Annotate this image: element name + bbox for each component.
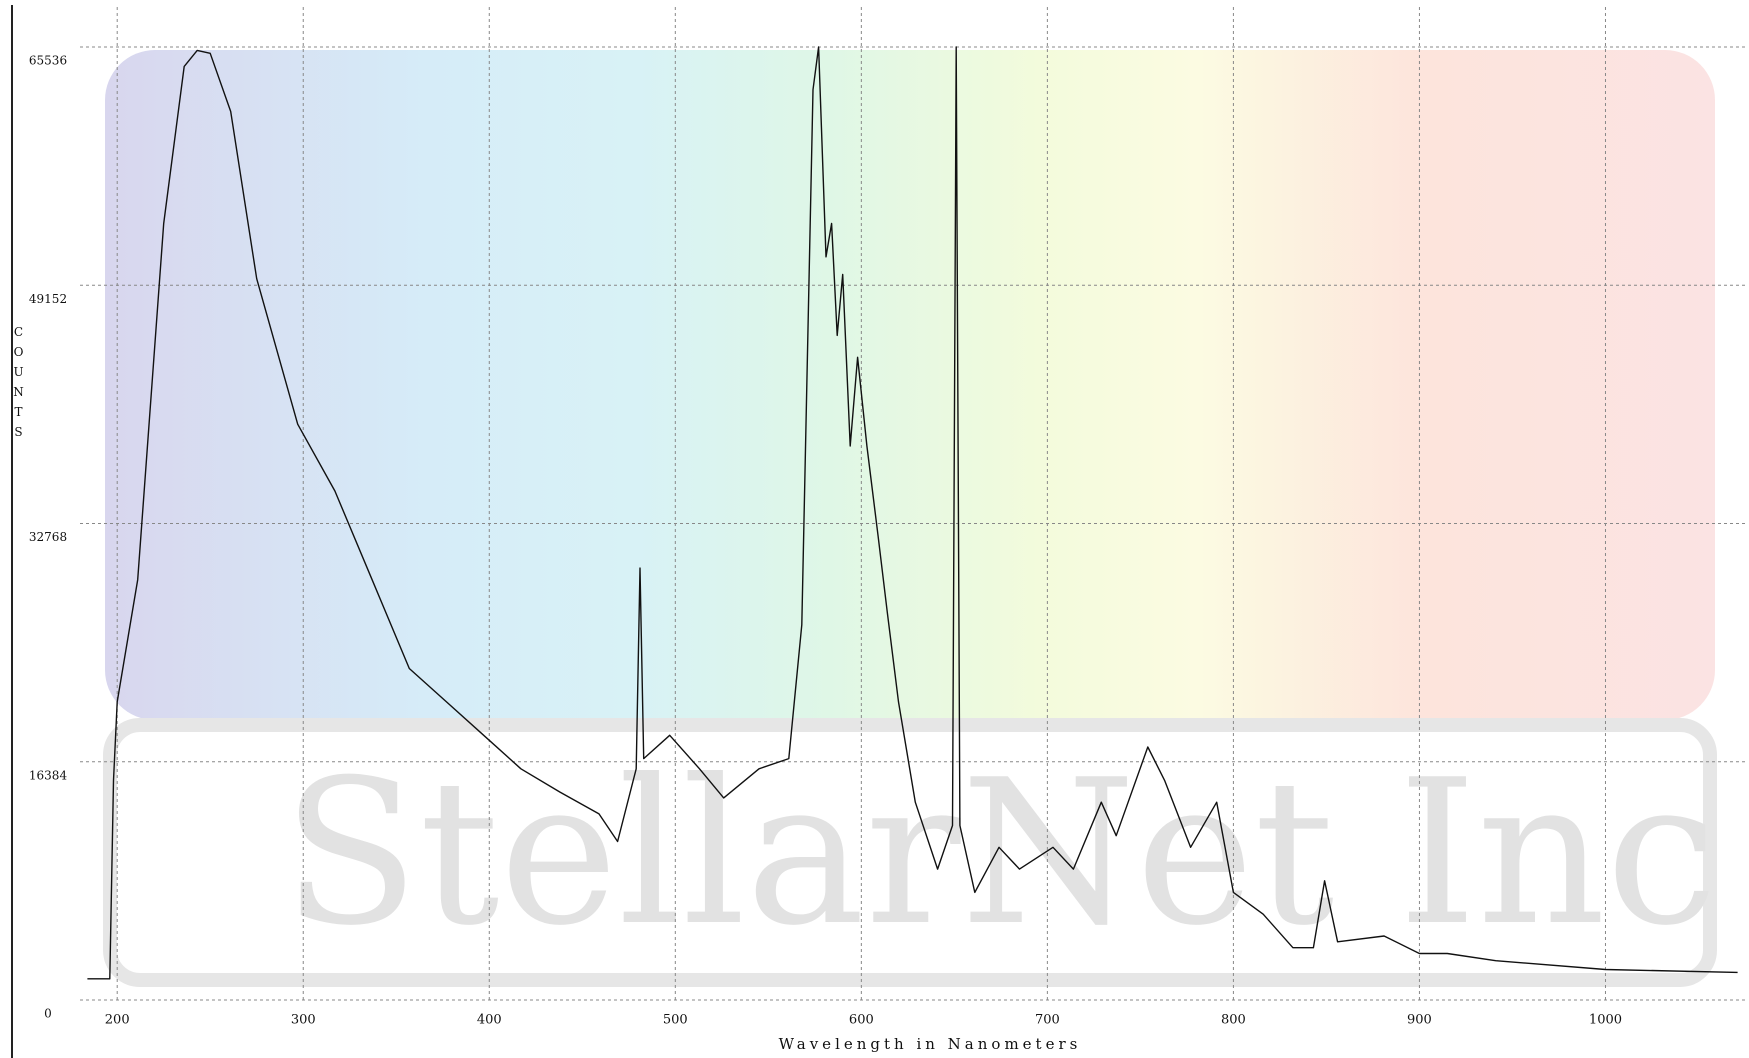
x-tick-label: 500 — [663, 1013, 688, 1028]
y-tick-label: 32768 — [29, 530, 67, 544]
y-tick-label: 0 — [44, 1007, 52, 1021]
y-tick-label: 65536 — [29, 54, 67, 68]
y-tick-label: 49152 — [29, 292, 67, 306]
x-tick-label: 1000 — [1589, 1013, 1622, 1028]
x-tick-label: 200 — [105, 1013, 130, 1028]
x-tick-label: 400 — [477, 1013, 502, 1028]
x-tick-label: 900 — [1407, 1013, 1432, 1028]
chart: StellarNet Inc 0 16384 32768 49152 65536 200 3… — [0, 0, 1749, 1058]
x-tick-label: 300 — [291, 1013, 316, 1028]
x-tick-label: 700 — [1035, 1013, 1060, 1028]
y-tick-label: 16384 — [29, 768, 68, 782]
x-tick-label: 800 — [1221, 1013, 1246, 1028]
x-tick-label: 600 — [849, 1013, 874, 1028]
watermark: StellarNet Inc — [282, 737, 1718, 970]
y-axis-label: COUNTS — [12, 325, 26, 445]
y-axis-label-text: COUNTS — [12, 325, 26, 445]
x-axis-label: Wavelength in Nanometers — [779, 1035, 1082, 1053]
background-logo — [105, 50, 1715, 720]
